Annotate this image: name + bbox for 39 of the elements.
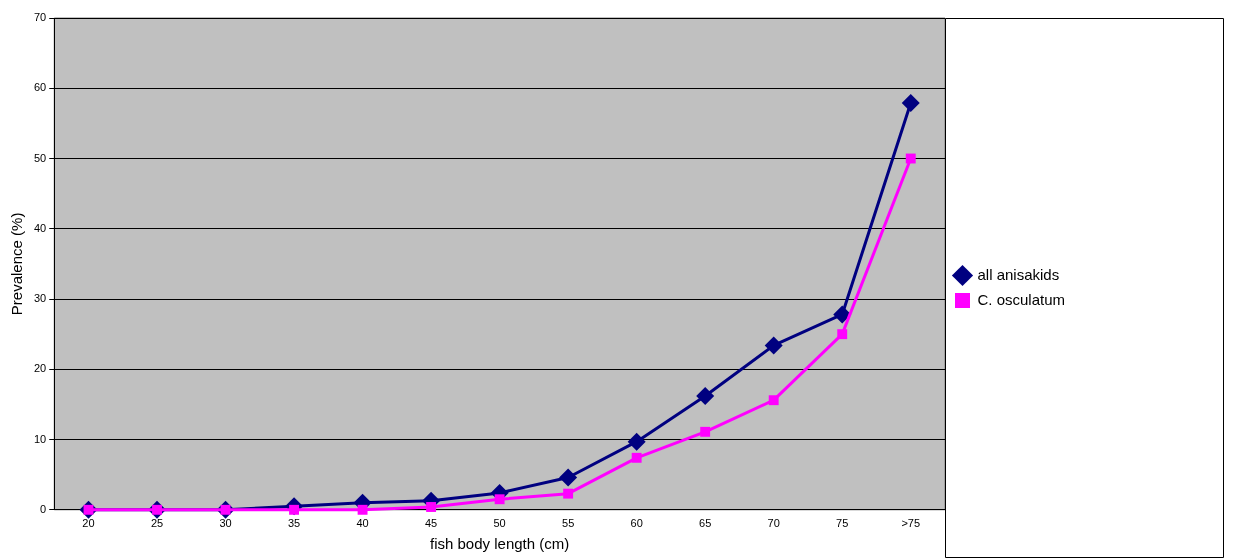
x-tick-label: 35 bbox=[287, 517, 301, 530]
point bbox=[631, 452, 642, 463]
point bbox=[696, 386, 715, 405]
x-tick-label: 40 bbox=[356, 517, 369, 530]
x-tick-label: 60 bbox=[630, 517, 643, 530]
legend-label: C. osculatum bbox=[977, 290, 1066, 308]
x-tick-label: 25 bbox=[150, 517, 164, 530]
point bbox=[426, 502, 437, 512]
x-tick-label: 70 bbox=[767, 517, 780, 530]
x-tick-label: >75 bbox=[901, 517, 921, 530]
point bbox=[837, 329, 848, 340]
point bbox=[764, 336, 783, 355]
y-axis-title: Prevalence (%) bbox=[8, 212, 26, 316]
x-tick-label: 50 bbox=[493, 517, 506, 530]
x-tick-label: 30 bbox=[219, 517, 232, 530]
x-tick-label: 45 bbox=[424, 517, 438, 530]
y-tick-label: 20 bbox=[33, 362, 47, 375]
y-tick-label: 10 bbox=[33, 432, 47, 445]
x-axis-title: fish body length (cm) bbox=[430, 535, 570, 553]
point bbox=[700, 426, 711, 437]
point bbox=[905, 153, 916, 164]
point bbox=[901, 94, 920, 113]
y-tick-label: 70 bbox=[33, 11, 47, 24]
point bbox=[627, 432, 646, 451]
x-tick-label: 65 bbox=[699, 517, 712, 530]
point bbox=[559, 468, 578, 487]
x-tick-label: 75 bbox=[836, 517, 849, 530]
legend-label: all anisakids bbox=[977, 265, 1060, 283]
point bbox=[768, 395, 779, 406]
point bbox=[357, 504, 368, 515]
y-tick-label: 60 bbox=[33, 81, 47, 94]
y-tick-label: 0 bbox=[40, 502, 47, 515]
y-tick-label: 40 bbox=[33, 221, 47, 234]
y-tick-label: 30 bbox=[33, 292, 47, 305]
point bbox=[494, 494, 505, 505]
x-tick-label: 20 bbox=[82, 517, 95, 530]
y-tick-label: 50 bbox=[33, 151, 47, 164]
point bbox=[563, 488, 574, 499]
x-tick-label: 55 bbox=[562, 517, 575, 530]
